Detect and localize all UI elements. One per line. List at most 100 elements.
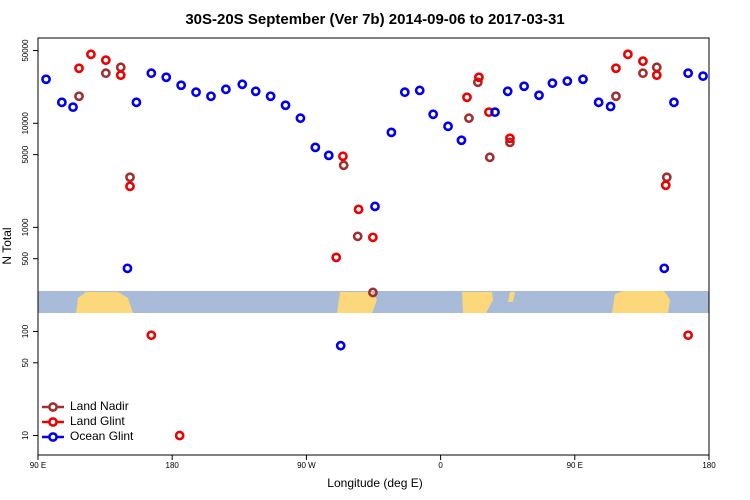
data-point <box>443 121 453 132</box>
data-point <box>414 85 425 96</box>
y-tick-label: 50 <box>21 358 30 367</box>
x-tick-label: 90 E <box>567 461 583 470</box>
data-point <box>456 135 467 146</box>
data-point <box>146 68 157 79</box>
data-point <box>505 133 515 144</box>
data-point <box>386 127 397 138</box>
data-point <box>683 68 694 79</box>
data-point <box>534 90 544 101</box>
data-point <box>428 109 439 120</box>
data-point <box>651 70 662 81</box>
data-point <box>125 172 135 183</box>
data-point <box>331 252 342 263</box>
x-tick-label: 180 <box>702 461 716 470</box>
y-tick-label: 50000 <box>21 39 30 62</box>
x-tick-label: 90 E <box>30 461 46 470</box>
data-point <box>578 74 588 85</box>
data-point <box>206 91 216 102</box>
data-point <box>174 430 185 441</box>
data-point <box>338 151 348 162</box>
x-tick-label: 0 <box>438 461 443 470</box>
data-point <box>698 71 708 82</box>
data-point <box>100 55 111 66</box>
data-point <box>661 172 672 183</box>
data-point <box>220 84 231 95</box>
data-point <box>115 70 126 81</box>
data-point <box>146 330 157 341</box>
data-point <box>669 97 679 108</box>
y-tick-label: 10 <box>21 431 30 440</box>
y-axis-label: N Total <box>0 227 14 264</box>
data-point <box>41 74 51 85</box>
data-point <box>368 287 378 298</box>
data-point <box>611 91 621 102</box>
data-point <box>191 87 201 98</box>
data-point <box>562 76 573 87</box>
data-point <box>131 97 142 108</box>
data-point <box>399 87 410 98</box>
data-point <box>505 137 515 148</box>
plot-frame <box>37 37 710 456</box>
data-point <box>502 86 513 97</box>
data-point <box>353 204 364 215</box>
data-point <box>464 113 474 124</box>
data-point <box>323 150 334 161</box>
data-point <box>68 102 78 113</box>
data-point <box>122 263 133 274</box>
data-point <box>338 160 349 171</box>
data-point <box>638 56 648 67</box>
legend-marker <box>48 417 58 427</box>
data-point <box>310 142 321 153</box>
y-tick-label: 1000 <box>21 218 30 236</box>
data-point <box>484 152 495 163</box>
data-point <box>74 63 84 74</box>
data-point <box>605 101 616 112</box>
data-point <box>638 68 648 79</box>
data-point <box>472 77 483 88</box>
data-point <box>462 92 472 103</box>
legend-label: Land Nadir <box>70 399 129 413</box>
chart-title: 30S-20S September (Ver 7b) 2014-09-06 to… <box>185 11 564 28</box>
data-point <box>100 68 111 79</box>
data-point <box>295 113 306 124</box>
data-point <box>490 107 500 118</box>
data-point <box>651 62 662 73</box>
data-point <box>547 78 558 89</box>
data-point <box>660 180 671 191</box>
x-axis-label: Longitude (deg E) <box>327 476 422 490</box>
data-point <box>352 231 363 242</box>
data-point <box>237 79 248 90</box>
legend-label: Land Glint <box>70 414 125 428</box>
data-point <box>593 97 604 108</box>
data-point <box>519 81 530 92</box>
y-tick-label: 5000 <box>21 145 30 163</box>
data-point <box>659 263 670 274</box>
data-point <box>115 62 126 73</box>
legend-marker <box>48 432 58 442</box>
x-tick-label: 180 <box>166 461 180 470</box>
data-point <box>86 49 96 60</box>
data-point <box>370 201 380 212</box>
y-tick-label: 100 <box>21 324 30 338</box>
data-point <box>611 63 621 74</box>
data-point <box>683 330 694 341</box>
legend-marker <box>48 402 58 412</box>
data-point <box>280 100 291 111</box>
data-point <box>265 91 276 102</box>
data-point <box>125 181 135 192</box>
data-point <box>74 91 84 102</box>
map-strip <box>38 291 709 313</box>
y-tick-label: 500 <box>21 251 30 265</box>
y-tick-label: 10000 <box>21 112 30 135</box>
data-point <box>56 97 67 108</box>
data-point <box>474 72 484 83</box>
data-point <box>622 49 633 60</box>
data-point <box>161 72 172 83</box>
x-tick-label: 90 W <box>297 461 316 470</box>
data-point <box>368 232 378 243</box>
data-point <box>335 340 346 351</box>
legend-label: Ocean Glint <box>70 429 134 443</box>
data-point <box>250 86 261 97</box>
data-point <box>176 80 187 91</box>
